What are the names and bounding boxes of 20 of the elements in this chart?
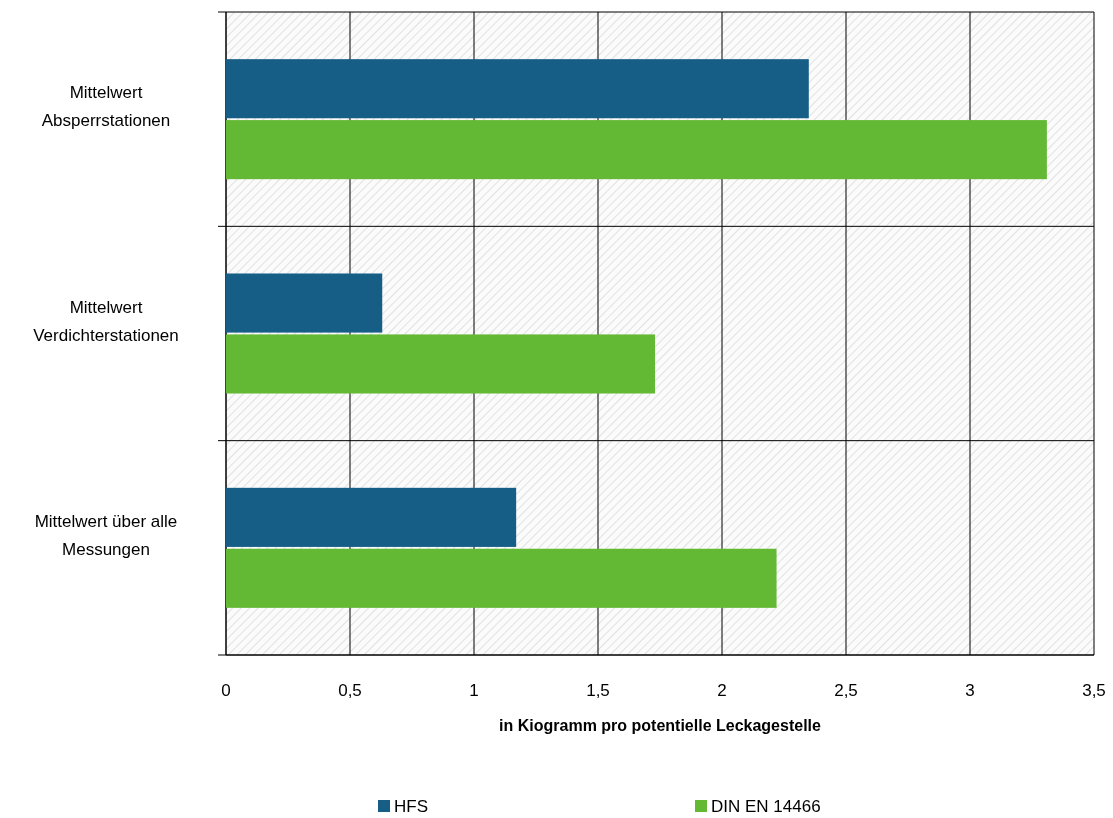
- bar: [226, 59, 809, 119]
- bar: [226, 273, 383, 333]
- bar: [226, 120, 1047, 180]
- x-tick-label: 3: [965, 681, 975, 700]
- bar: [226, 548, 777, 608]
- legend-label: HFS: [394, 797, 428, 816]
- y-tick-label: Mittelwert Verdichterstationen: [33, 297, 179, 345]
- bar: [226, 334, 656, 394]
- x-tick-label: 2: [717, 681, 727, 700]
- x-tick-label: 1: [469, 681, 479, 700]
- x-axis-title: in Kiogramm pro potentielle Leckagestelle: [499, 717, 822, 734]
- x-tick-label: 1,5: [586, 681, 610, 700]
- bar: [226, 487, 517, 547]
- x-tick-label: 0: [221, 681, 231, 700]
- x-tick-label: 3,5: [1082, 681, 1106, 700]
- y-tick-label: Mittelwert Absperrstationen: [41, 83, 171, 131]
- x-tick-label: 2,5: [834, 681, 858, 700]
- y-tick-label: Mittelwert über alle Messungen: [34, 511, 178, 559]
- x-tick-label: 0,5: [338, 681, 362, 700]
- legend-label: DIN EN 14466: [711, 797, 821, 816]
